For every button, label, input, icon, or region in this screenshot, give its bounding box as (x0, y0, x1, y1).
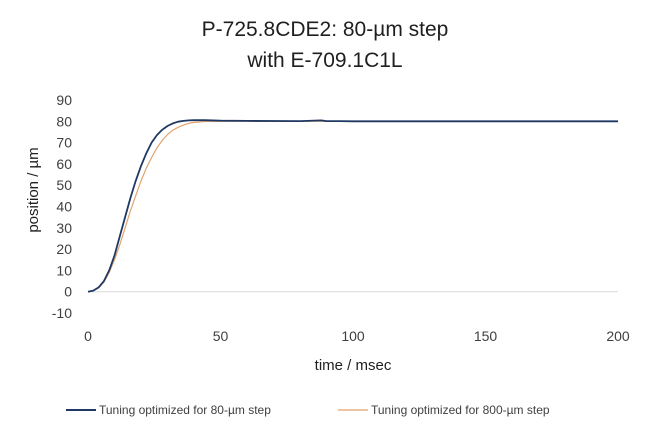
legend-label-1: Tuning optimized for 80-µm step (99, 403, 271, 417)
y-tick-label: 60 (56, 156, 72, 172)
series-lines (87, 119, 618, 293)
x-axis-label: time / msec (315, 357, 392, 374)
y-tick-label: 10 (56, 262, 72, 278)
y-tick-label: 50 (56, 177, 72, 193)
y-tick-label: 90 (56, 92, 72, 108)
chart-title-line-2: with E-709.1C1L (247, 49, 403, 72)
x-tick-label: 150 (474, 328, 498, 344)
x-tick-label: 0 (84, 328, 92, 344)
legend-label-2: Tuning optimized for 800-µm step (371, 403, 550, 417)
x-tick-label: 50 (213, 328, 229, 344)
series-line-2 (87, 120, 618, 293)
y-tick-label: 70 (56, 135, 72, 151)
y-tick-label: 30 (56, 220, 72, 236)
y-tick-label: 0 (64, 284, 72, 300)
x-tick-label: 200 (606, 328, 630, 344)
x-tick-label: 100 (341, 328, 365, 344)
x-axis-ticks: 0 50 100 150 200 (84, 328, 630, 344)
y-axis-ticks: -10 0 10 20 30 40 50 60 70 80 90 (52, 92, 72, 321)
series-line-1 (87, 119, 618, 293)
y-tick-label: 80 (56, 113, 72, 129)
y-tick-label: 40 (56, 199, 72, 215)
chart-title-line-1: P-725.8CDE2: 80-µm step (201, 18, 449, 41)
legend: Tuning optimized for 80-µm step Tuning op… (66, 403, 550, 417)
y-tick-label: 20 (56, 241, 72, 257)
y-axis-label: position / µm (25, 147, 42, 232)
y-tick-label: -10 (52, 305, 72, 321)
